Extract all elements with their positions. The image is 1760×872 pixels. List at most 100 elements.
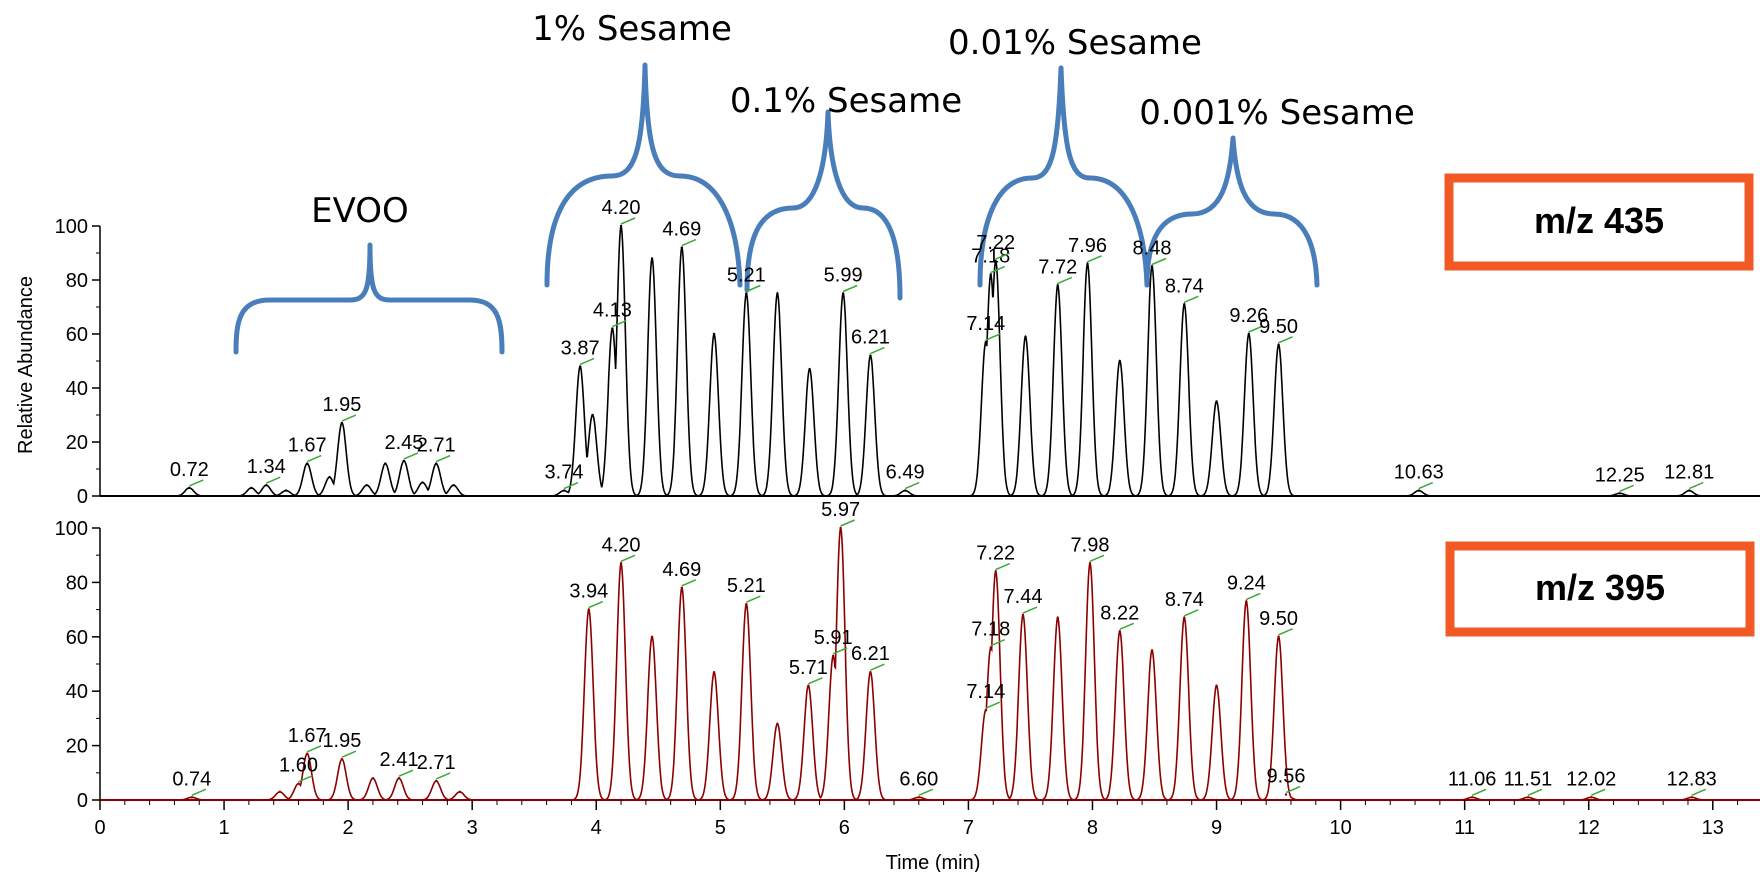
peak-point (776, 722, 779, 726)
y-tick-label: 40 (66, 378, 88, 400)
peak-label: 8.74 (1165, 589, 1204, 611)
peak-label: 5.97 (821, 499, 860, 521)
peak-point (1021, 613, 1025, 617)
brace-0-01pct (977, 65, 1150, 288)
peak-point (1056, 284, 1059, 287)
peak-point (807, 684, 810, 687)
peak-point (1086, 262, 1089, 265)
peak-point (397, 777, 401, 780)
peak-label: 0.72 (170, 459, 209, 481)
peak-point (1150, 649, 1154, 652)
peak-point (1215, 684, 1218, 687)
peak-label: 8.74 (1165, 275, 1204, 297)
peak-point (745, 602, 748, 606)
peak-point (619, 224, 623, 228)
peak-leader-line (563, 481, 579, 490)
peak-label: 4.20 (602, 534, 641, 556)
peak-leader-line (832, 647, 848, 655)
peak-point (1088, 562, 1092, 565)
y-tick-label: 60 (66, 324, 88, 346)
peak-point (1118, 359, 1121, 363)
peak-leader-line (1418, 481, 1434, 490)
peak-point (650, 635, 654, 638)
peak-leader-line (298, 774, 313, 783)
peak-point (265, 484, 268, 487)
peak-point (384, 462, 387, 465)
peak-point (305, 752, 309, 755)
peak-label: 10.63 (1394, 462, 1444, 484)
peak-point (1150, 265, 1154, 268)
peak-label: 5.91 (814, 627, 853, 649)
x-tick-label: 9 (1211, 817, 1222, 839)
peak-leader-line (1089, 554, 1105, 563)
peak-point (1618, 492, 1621, 495)
peak-label: 7.96 (1068, 235, 1107, 257)
peak-point (1215, 400, 1218, 403)
annotation-evoo: EVOO (311, 191, 409, 231)
peak-leader-line (1471, 788, 1487, 796)
peak-label: 1.60 (279, 755, 318, 777)
peak-label: 0.74 (172, 768, 211, 790)
peak-label: 2.41 (380, 749, 419, 771)
peak-label: 9.24 (1227, 572, 1266, 594)
peak-point (365, 484, 368, 487)
peak-point (1688, 489, 1691, 492)
peak-leader-line (1691, 788, 1706, 796)
peak-point (297, 782, 300, 785)
peak-point (435, 779, 438, 783)
peak-leader-line (1183, 609, 1199, 617)
peak-leader-line (1119, 622, 1135, 631)
annotation-0-1pct-sesame: 0.1% Sesame (730, 81, 962, 121)
peak-leader-line (840, 519, 855, 527)
peak-leader-line (918, 788, 934, 796)
peak-leader-line (1278, 336, 1293, 344)
peak-label: 7.22 (976, 232, 1015, 254)
peak-point (808, 367, 811, 371)
peak-leader-line (191, 788, 207, 796)
peak-point (1183, 303, 1186, 306)
peak-label: 4.13 (593, 300, 632, 322)
peak-point (989, 646, 992, 649)
peak-label: 4.69 (662, 219, 701, 241)
peak-point (1417, 489, 1420, 492)
peak-leader-line (985, 333, 1001, 341)
peak-label: 7.14 (966, 681, 1005, 703)
y-tick-label: 100 (55, 216, 88, 238)
peak-point (278, 790, 282, 794)
y-tick-label: 80 (66, 572, 88, 594)
peak-leader-line (435, 772, 451, 780)
peak-point (458, 790, 461, 794)
x-tick-label: 7 (963, 817, 974, 839)
peak-point (1245, 600, 1248, 603)
peak-label: 1.67 (288, 725, 327, 747)
peak-leader-line (1590, 788, 1606, 796)
peak-leader-line (1527, 788, 1543, 796)
x-tick-label: 13 (1702, 817, 1724, 839)
peak-point (1470, 796, 1474, 799)
y-tick-label: 0 (77, 790, 88, 812)
brace-0-001pct (1144, 135, 1320, 288)
peak-label: 9.50 (1259, 316, 1298, 338)
peak-point (340, 421, 344, 425)
peak-leader-line (870, 663, 885, 671)
peak-label: 9.56 (1267, 766, 1306, 788)
y-tick-label: 20 (66, 736, 88, 758)
peak-point (680, 246, 684, 249)
peak-label: 6.60 (899, 768, 938, 790)
peak-label: 8.22 (1100, 602, 1139, 624)
peak-point (578, 365, 582, 368)
peak-point (712, 332, 716, 336)
peak-label: 1.67 (288, 435, 327, 457)
peak-leader-line (620, 554, 636, 563)
peak-point (611, 327, 614, 330)
peak-label: 3.87 (561, 337, 600, 359)
peak-point (587, 608, 590, 611)
peak-point (903, 489, 907, 492)
trace-series (100, 225, 1750, 497)
x-tick-label: 12 (1578, 817, 1600, 839)
y-axis-label: Relative Abundance (15, 276, 37, 454)
y-tick-label: 0 (77, 486, 88, 508)
peak-leader-line (1183, 295, 1199, 303)
peak-point (984, 340, 987, 344)
